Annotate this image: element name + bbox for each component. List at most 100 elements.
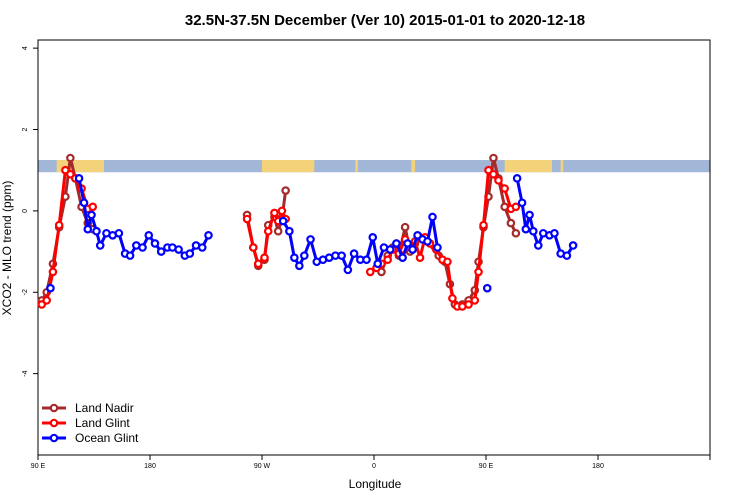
series-line-segment bbox=[477, 224, 486, 273]
series-line-segment bbox=[57, 170, 67, 226]
series-line-segment bbox=[263, 231, 270, 258]
land-segment bbox=[504, 160, 552, 173]
data-point bbox=[270, 208, 279, 218]
data-point bbox=[349, 249, 359, 258]
data-point bbox=[474, 267, 483, 277]
data-point bbox=[46, 283, 55, 293]
data-point bbox=[66, 153, 75, 163]
x-tick-label: 90 E bbox=[479, 463, 494, 470]
data-point bbox=[87, 210, 96, 220]
data-point bbox=[95, 241, 105, 250]
data-point bbox=[521, 224, 531, 234]
data-point bbox=[448, 294, 457, 303]
series-line-segment bbox=[245, 218, 255, 248]
land-segment bbox=[355, 160, 358, 173]
data-point bbox=[278, 216, 288, 226]
land-segment bbox=[262, 160, 315, 173]
y-tick-label: -2 bbox=[22, 289, 29, 295]
data-point bbox=[368, 233, 378, 242]
x-tick-label: 90 E bbox=[31, 463, 46, 470]
series-line-segment bbox=[520, 202, 528, 230]
data-point bbox=[392, 239, 401, 248]
data-point bbox=[512, 174, 522, 183]
data-point bbox=[285, 226, 294, 236]
data-point bbox=[385, 245, 395, 254]
legend-label: Ocean Glint bbox=[75, 431, 139, 445]
data-point bbox=[423, 237, 432, 246]
data-point bbox=[150, 239, 160, 248]
data-point bbox=[263, 226, 273, 236]
x-tick-label: 0 bbox=[372, 463, 376, 470]
data-point bbox=[500, 184, 509, 193]
data-point bbox=[408, 245, 417, 254]
y-axis: 4 2 0 -2 -4 bbox=[22, 46, 38, 377]
series-line-segment bbox=[473, 271, 481, 301]
land-segment bbox=[560, 160, 564, 173]
series-land-nadir bbox=[37, 153, 521, 309]
data-point bbox=[144, 230, 154, 240]
data-point bbox=[242, 214, 252, 224]
data-point bbox=[443, 257, 452, 267]
data-point bbox=[204, 230, 213, 240]
series-line-segment bbox=[431, 216, 439, 248]
series-line-segment bbox=[51, 224, 61, 273]
data-point bbox=[433, 243, 442, 252]
data-point bbox=[517, 198, 527, 208]
data-point bbox=[568, 241, 578, 250]
x-tick-label: 180 bbox=[144, 463, 156, 470]
data-point bbox=[290, 253, 299, 262]
series-line-segment bbox=[371, 237, 380, 265]
data-point bbox=[398, 253, 407, 262]
data-point bbox=[248, 243, 258, 252]
data-point bbox=[511, 202, 521, 212]
y-tick-label: 2 bbox=[22, 127, 29, 131]
legend-label: Land Glint bbox=[75, 416, 130, 430]
data-point bbox=[506, 218, 516, 228]
data-point bbox=[403, 239, 412, 248]
land-segment bbox=[411, 160, 416, 173]
data-point bbox=[562, 251, 572, 260]
data-point bbox=[343, 265, 353, 275]
data-point bbox=[54, 220, 64, 230]
data-point bbox=[295, 261, 304, 271]
data-point bbox=[511, 228, 521, 238]
legend-label: Land Nadir bbox=[75, 401, 134, 415]
data-point bbox=[482, 283, 492, 293]
data-point bbox=[48, 267, 58, 277]
data-point bbox=[373, 259, 383, 269]
data-point bbox=[197, 243, 207, 252]
x-tick-label: 90 W bbox=[254, 463, 271, 470]
data-point bbox=[277, 206, 287, 216]
data-point bbox=[114, 228, 124, 238]
series-line-segment bbox=[287, 230, 296, 258]
data-point bbox=[528, 226, 538, 236]
y-tick-label: 0 bbox=[22, 209, 29, 213]
data-point bbox=[525, 210, 534, 220]
data-point bbox=[533, 241, 543, 250]
data-point bbox=[464, 300, 473, 309]
series-line-segment bbox=[482, 170, 490, 226]
data-point bbox=[362, 255, 371, 265]
x-tick-label: 180 bbox=[592, 463, 604, 470]
data-point bbox=[88, 202, 98, 212]
y-tick-label: -4 bbox=[22, 370, 29, 376]
data-point bbox=[74, 174, 84, 183]
land-ocean-band bbox=[38, 160, 710, 173]
data-point bbox=[174, 245, 183, 254]
data-point bbox=[489, 169, 498, 179]
ocean-band bbox=[38, 160, 710, 173]
data-point bbox=[138, 243, 147, 252]
data-point bbox=[79, 198, 89, 208]
legend-swatch-marker bbox=[49, 403, 59, 413]
data-point bbox=[125, 251, 135, 260]
series-line-segment bbox=[445, 261, 454, 299]
data-point bbox=[306, 235, 315, 244]
legend-swatch-marker bbox=[49, 433, 59, 443]
series-ocean-glint bbox=[46, 174, 578, 293]
series-line-segment bbox=[82, 202, 90, 230]
data-point bbox=[337, 251, 346, 260]
series-layer bbox=[37, 153, 578, 311]
data-point bbox=[383, 255, 392, 265]
